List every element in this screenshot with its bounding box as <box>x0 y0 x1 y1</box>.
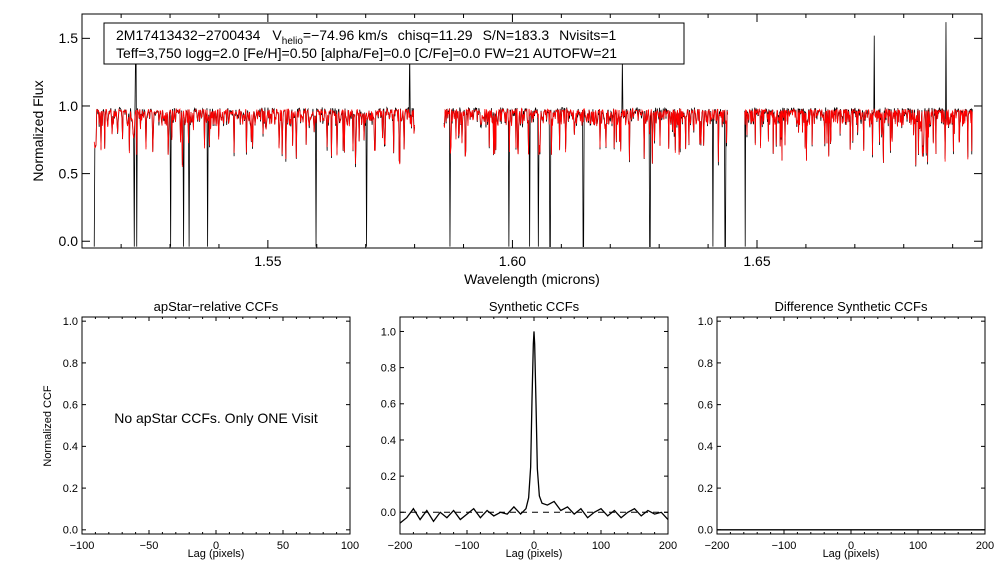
synthetic_ccf-ytick-label: 0.2 <box>381 471 396 483</box>
legend-line-2: Teff=3,750 logg=2.0 [Fe/H]=0.50 [alpha/F… <box>116 45 617 61</box>
apstar_ccf-xtick-label: 100 <box>341 540 359 552</box>
apstar_ccf-ytick-label: 0.4 <box>63 441 78 453</box>
difference_ccf-ytick-label: 0.2 <box>698 483 713 495</box>
difference_ccf-ytick-label: 0.4 <box>698 441 713 453</box>
spectrum-axes: 1.55 1.60 1.65 0.0 0.5 1.0 1.5 <box>59 14 982 269</box>
legend-chisq: chisq=11.29 <box>398 27 473 43</box>
difference_ccf-ytick-label: 1.0 <box>698 316 713 328</box>
synthetic_ccf-xtick-label: 100 <box>592 540 610 552</box>
spectrum-ylabel: Normalized Flux <box>30 80 46 181</box>
synthetic_ccf-ytick-label: 0.8 <box>381 362 396 374</box>
apstar_ccf-ytick-label: 1.0 <box>63 316 78 328</box>
synthetic_ccf-ytick-label: 0.0 <box>381 507 396 519</box>
spectrum-ytick-label: 1.0 <box>59 98 79 114</box>
spectrum-ytick-label: 0.5 <box>59 166 79 182</box>
apstar-ccf-annotation: No apStar CCFs. Only ONE Visit <box>114 410 318 426</box>
difference-ccf-axes: −200 −100 0 100 200 0.0 0.2 0.4 0.6 0.8 1.0 <box>698 316 994 552</box>
synthetic-ccf-title: Synthetic CCFs <box>489 299 580 314</box>
spectrum-xtick-label: 1.65 <box>743 253 770 269</box>
synthetic_ccf-ytick-label: 0.6 <box>381 399 396 411</box>
difference_ccf-xtick-label: −200 <box>705 540 730 552</box>
difference_ccf-ytick-label: 0.0 <box>698 525 713 537</box>
apstar-ccf-ylabel: Normalized CCF <box>42 385 54 467</box>
synthetic_ccf-xtick-label: −100 <box>455 540 480 552</box>
apstar_ccf-ytick-label: 0.6 <box>63 399 78 411</box>
apstar_ccf-xtick-label: 0 <box>213 540 219 552</box>
apstar_ccf-xtick-label: 50 <box>277 540 289 552</box>
legend-vhelio-label: V <box>272 27 282 43</box>
apstar-ccf-axes: −100 −50 0 50 100 0.0 0.2 0.4 0.6 0.8 1.0 <box>63 316 359 552</box>
synthetic-spectrum-line <box>93 107 416 167</box>
apstar-ccf-xlabel: Lag (pixels) <box>188 548 245 560</box>
difference_ccf-xtick-label: −100 <box>772 540 797 552</box>
legend-vhelio-value: =−74.96 km/s <box>303 27 388 43</box>
legend-vhelio-sub: helio <box>282 36 304 47</box>
legend-nvisits: Nvisits=1 <box>559 27 616 43</box>
synthetic-ccf-line <box>399 331 669 524</box>
synthetic_ccf-ytick-label: 1.0 <box>381 326 396 338</box>
apstar_ccf-xtick-label: −100 <box>70 540 95 552</box>
synthetic-ccf-panel: Synthetic CCFs −200 −100 0 100 200 0.0 0.2 0.4 0… <box>381 299 677 560</box>
synthetic_ccf-xtick-label: 0 <box>531 540 537 552</box>
apstar_ccf-xtick-label: −50 <box>140 540 159 552</box>
spectrum-legend-box: 2M17413432−2700434 Vhelio=−74.96 km/s chis… <box>103 22 685 65</box>
synthetic_ccf-xtick-label: 200 <box>659 540 677 552</box>
apstar_ccf-ytick-label: 0.0 <box>63 525 78 537</box>
difference_ccf-xtick-label: 100 <box>909 540 927 552</box>
apstar-ccf-title: apStar−relative CCFs <box>154 299 279 314</box>
synthetic-ccf-xlabel: Lag (pixels) <box>506 548 563 560</box>
spectrum-xlabel: Wavelength (microns) <box>464 271 600 287</box>
spectrum-xtick-label: 1.55 <box>254 253 281 269</box>
difference_ccf-ytick-label: 0.6 <box>698 399 713 411</box>
synthetic-ccf-axes: −200 −100 0 100 200 0.0 0.2 0.4 0.6 0.8 1.0 <box>381 317 677 552</box>
legend-object: 2M17413432−2700434 <box>116 27 261 43</box>
observed-spectrum-line <box>744 22 973 247</box>
legend-frame <box>103 22 685 65</box>
difference_ccf-xtick-label: 0 <box>848 540 854 552</box>
difference_ccf-xtick-label: 200 <box>976 540 994 552</box>
difference-ccf-title: Difference Synthetic CCFs <box>775 299 928 314</box>
difference-ccf-xlabel: Lag (pixels) <box>823 548 880 560</box>
spectrum-xtick-label: 1.60 <box>499 253 526 269</box>
synthetic_ccf-xtick-label: −200 <box>388 540 413 552</box>
synthetic-spectrum-line <box>744 107 973 166</box>
spectrum-data <box>93 22 973 248</box>
legend-sn: S/N=183.3 <box>483 27 550 43</box>
synthetic-spectrum-line <box>443 107 729 164</box>
apstar_ccf-ytick-label: 0.8 <box>63 358 78 370</box>
spectrum-plot-frame <box>81 13 983 249</box>
spectrum-panel: 1.55 1.60 1.65 0.0 0.5 1.0 1.5 Wavelength (mic… <box>30 13 983 287</box>
synthetic_ccf-ytick-label: 0.4 <box>381 435 396 447</box>
spectrum-ytick-label: 0.0 <box>59 233 79 249</box>
apstar-ccf-panel: apStar−relative CCFs −100 −50 0 50 100 0.0 0.2… <box>42 299 359 560</box>
apstar_ccf-ytick-label: 0.2 <box>63 483 78 495</box>
spectrum-ytick-label: 1.5 <box>59 30 79 46</box>
legend-line-1: 2M17413432−2700434 Vhelio=−74.96 km/s chis… <box>116 27 617 47</box>
difference-ccf-panel: Difference Synthetic CCFs −200 −100 0 100 20… <box>698 299 994 560</box>
synthetic-ccf-data <box>399 331 669 524</box>
difference_ccf-ytick-label: 0.8 <box>698 358 713 370</box>
